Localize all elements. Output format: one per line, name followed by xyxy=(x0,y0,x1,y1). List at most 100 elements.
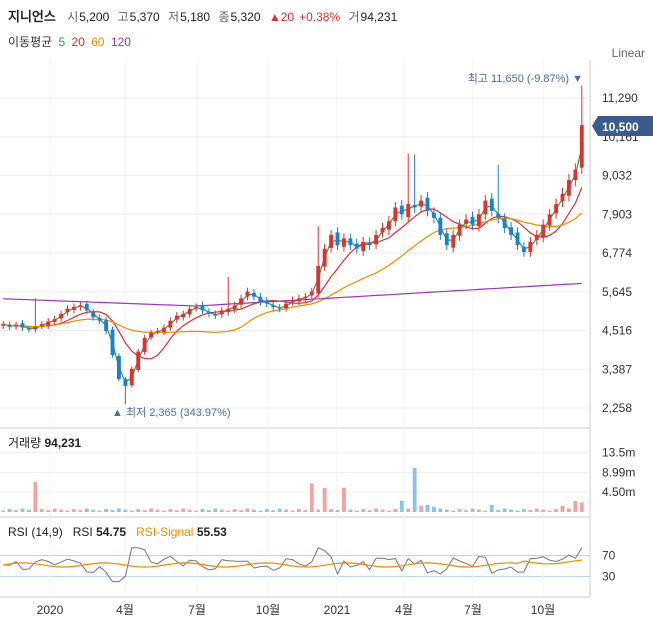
candle-body xyxy=(335,232,340,246)
volume-bar xyxy=(33,482,38,512)
rsi-value: 54.75 xyxy=(96,525,127,539)
stock-header: 지니언스 시5,200 고5,370 저5,180 종5,320 ▲20 +0.3… xyxy=(8,6,402,25)
volume-bar xyxy=(168,509,173,512)
candle-body xyxy=(425,197,430,211)
price-tick-label: 2,258 xyxy=(602,401,632,415)
candle-body xyxy=(329,234,333,248)
rsi-level-label: 70 xyxy=(602,549,616,563)
ma-5: 5 xyxy=(58,35,66,49)
volume-bar xyxy=(1,510,6,512)
candle-body xyxy=(245,291,250,297)
candle-body xyxy=(502,218,507,229)
candle-body xyxy=(367,242,372,246)
volume-bar xyxy=(252,509,256,512)
candle-body xyxy=(104,320,108,332)
candle-body xyxy=(554,204,558,214)
volume-bar xyxy=(554,509,558,512)
candle-body xyxy=(432,212,436,218)
volume-bar xyxy=(271,510,276,512)
candle-body xyxy=(399,205,404,215)
volume-bar xyxy=(509,509,513,512)
candle-body xyxy=(20,323,25,328)
price-tick-label: 9,032 xyxy=(602,169,632,183)
candle-body xyxy=(522,246,526,253)
volume-bar xyxy=(136,509,141,512)
high-label: 고 xyxy=(117,10,129,24)
price-high-annotation: 최고 11,650 (-9.87%) ▼ xyxy=(468,72,583,85)
volume-bar xyxy=(84,508,89,512)
volume-axis: 13.5m 8.99m 4.50m xyxy=(602,446,635,500)
candle-body xyxy=(477,214,481,227)
volume-bar xyxy=(399,501,404,512)
scale-mode-toggle[interactable]: Linear xyxy=(611,46,645,60)
volume-bar xyxy=(451,510,456,512)
candle-body xyxy=(496,213,501,218)
candle-body xyxy=(84,304,89,311)
moving-average-legend[interactable]: 이동평균 5 20 60 120 xyxy=(8,33,134,50)
candle-body xyxy=(309,291,314,296)
volume-bar xyxy=(560,505,565,512)
volume-bar xyxy=(219,509,224,512)
rsi-indicator-label: RSI (14,9) xyxy=(8,525,63,539)
volume-bar xyxy=(129,510,134,512)
volume-bar xyxy=(477,509,481,512)
price-tick-label: 3,387 xyxy=(602,362,632,376)
candle-body xyxy=(457,224,462,236)
volume-bar xyxy=(348,509,353,512)
time-axis: 2020 4월 7월 10월 2021 4월 7월 10월 xyxy=(37,603,556,617)
candle-body xyxy=(541,224,546,238)
volume-bar xyxy=(335,510,340,512)
candle-body xyxy=(387,221,391,230)
candle-body xyxy=(464,219,468,224)
candle-body xyxy=(348,238,353,246)
candle-body xyxy=(297,298,301,302)
candle-body xyxy=(489,198,494,211)
volume-bar xyxy=(207,510,211,512)
candle-body xyxy=(200,305,205,311)
candle-body xyxy=(573,169,578,181)
candle-body xyxy=(547,214,552,226)
candle-body xyxy=(46,321,51,326)
volume-tick-label: 8.99m xyxy=(602,465,635,479)
candle-body xyxy=(149,332,153,338)
ma-line xyxy=(3,212,583,334)
price-tick-label: 5,645 xyxy=(602,285,632,299)
volume-bar xyxy=(91,509,96,512)
grid-lines xyxy=(0,60,590,597)
close-label: 종 xyxy=(218,10,230,24)
volume-bar xyxy=(277,508,282,512)
close-value: 5,320 xyxy=(230,10,261,24)
price-tick-label: 4,516 xyxy=(602,324,632,338)
volume-bar xyxy=(502,508,507,512)
rsi-signal-line xyxy=(3,559,582,568)
volume-bar xyxy=(142,510,147,512)
volume-bar xyxy=(194,510,198,512)
candle-body xyxy=(303,296,308,299)
volume-bar xyxy=(464,510,468,512)
volume-bar xyxy=(155,509,160,512)
time-tick-label: 2020 xyxy=(37,603,64,617)
volume-panel-value: 94,231 xyxy=(44,436,82,450)
volume-bar xyxy=(174,510,179,512)
candle-body xyxy=(136,351,141,370)
volume-bar xyxy=(284,509,288,512)
volume-bar xyxy=(393,509,398,512)
time-tick-label: 4월 xyxy=(395,603,413,617)
candle-body xyxy=(117,355,121,380)
candle-body xyxy=(27,328,31,330)
time-tick-label: 10월 xyxy=(256,603,280,617)
volume-bar xyxy=(522,509,526,512)
volume-bar xyxy=(123,509,128,512)
volume-bar xyxy=(579,502,584,512)
volume-bar xyxy=(213,508,218,512)
low-value: 5,180 xyxy=(180,10,211,24)
candle-body xyxy=(91,312,96,318)
candle-body xyxy=(59,313,63,319)
price-tick-label: 7,903 xyxy=(602,207,632,221)
volume-bar xyxy=(117,508,121,512)
low-label: 저 xyxy=(168,10,180,24)
time-tick-label: 7월 xyxy=(464,603,482,617)
candle-body xyxy=(374,234,378,245)
volume-bar xyxy=(303,510,308,512)
